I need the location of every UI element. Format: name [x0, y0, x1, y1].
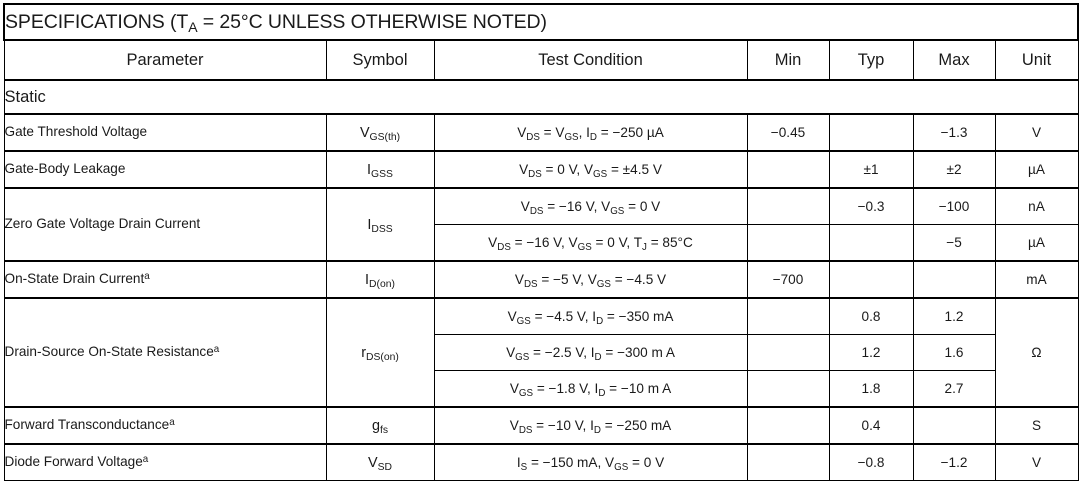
table-row: Forward Transconductancea gfs VDS = −10 V,…: [3, 406, 1079, 445]
test-condition: VGS = −1.8 V, ID = −10 m A: [433, 370, 748, 408]
title-subscript: A: [188, 18, 198, 35]
unit-value: nA: [994, 187, 1079, 225]
test-condition: VDS = −16 V, VGS = 0 V, TJ = 85°C: [433, 224, 748, 262]
footnote-marker: a: [144, 270, 150, 282]
typ-value: [828, 260, 914, 299]
parameter-name: On-State Drain Currenta: [3, 260, 327, 299]
parameter-name: Drain-Source On-State Resistancea: [3, 297, 327, 408]
test-condition: VDS = −10 V, ID = −250 mA: [433, 406, 748, 445]
column-header-test-condition: Test Condition: [433, 39, 748, 81]
min-value: [746, 334, 830, 371]
max-value: 1.6: [912, 334, 996, 371]
max-value: [912, 260, 996, 299]
test-condition: VDS = VGS, ID = −250 µA: [433, 113, 748, 152]
table-row: VGS = −2.5 V, ID = −300 m A 1.2 1.6: [4, 334, 1078, 371]
test-condition: VDS = −16 V, VGS = 0 V: [433, 187, 748, 225]
max-value: 2.7: [912, 370, 996, 408]
column-header-min: Min: [746, 39, 830, 81]
typ-value: −0.3: [828, 187, 914, 225]
min-value: −0.45: [746, 113, 830, 152]
typ-value: 0.4: [828, 406, 914, 445]
max-value: −5: [912, 224, 996, 262]
test-condition: VGS = −2.5 V, ID = −300 m A: [433, 334, 748, 371]
unit-value: µA: [994, 224, 1079, 262]
column-header-max: Max: [912, 39, 996, 81]
parameter-symbol: IGSS: [325, 150, 435, 189]
typ-value: 0.8: [828, 297, 914, 335]
specifications-table: SPECIFICATIONS (TA = 25°C UNLESS OTHERWI…: [3, 3, 1079, 481]
footnote-marker: a: [142, 453, 149, 465]
min-value: [746, 187, 830, 225]
table-row: Gate Threshold Voltage VGS(th) VDS = VGS, …: [3, 113, 1079, 152]
max-value: −1.3: [912, 113, 996, 152]
parameter-name: Zero Gate Voltage Drain Current: [3, 187, 327, 262]
max-value: −1.2: [912, 443, 996, 481]
footnote-marker: a: [213, 343, 220, 355]
unit-value: V: [994, 113, 1079, 152]
parameter-name: Gate-Body Leakage: [3, 150, 327, 189]
column-header-parameter: Parameter: [3, 39, 327, 81]
typ-value: 1.2: [828, 334, 914, 371]
parameter-symbol: VSD: [325, 443, 435, 481]
parameter-symbol: gfs: [325, 406, 435, 445]
min-value: [746, 297, 830, 335]
parameter-symbol: rDS(on): [325, 297, 435, 408]
specifications-table-container: SPECIFICATIONS (TA = 25°C UNLESS OTHERWI…: [3, 3, 1079, 481]
min-value: −700: [746, 260, 830, 299]
section-title: Static: [3, 79, 1079, 115]
title-row: SPECIFICATIONS (TA = 25°C UNLESS OTHERWI…: [3, 3, 1079, 41]
typ-value: [828, 113, 914, 152]
title-suffix: = 25°C UNLESS OTHERWISE NOTED): [197, 10, 547, 33]
min-value: [746, 443, 830, 481]
test-condition: IS = −150 mA, VGS = 0 V: [433, 443, 748, 481]
max-value: ±2: [912, 150, 996, 189]
unit-value: S: [994, 406, 1079, 445]
table-row: On-State Drain Currenta ID(on) VDS = −5 V,…: [3, 260, 1079, 299]
page-title: SPECIFICATIONS (TA = 25°C UNLESS OTHERWI…: [3, 3, 1079, 41]
parameter-symbol: IDSS: [325, 187, 435, 262]
column-header-symbol: Symbol: [325, 39, 435, 81]
table-row: Zero Gate Voltage Drain Current IDSS VDS =…: [3, 187, 1079, 262]
footnote-marker: a: [169, 416, 175, 428]
typ-value: [828, 224, 914, 262]
unit-value: mA: [994, 260, 1079, 299]
typ-value: 1.8: [828, 370, 914, 408]
test-condition: VGS = −4.5 V, ID = −350 mA: [433, 297, 748, 335]
typ-value: ±1: [828, 150, 914, 189]
max-value: −100: [912, 187, 996, 225]
table-row: VDS = −16 V, VGS = 0 V, TJ = 85°C −5 µA: [4, 224, 1079, 262]
column-header-unit: Unit: [994, 39, 1079, 81]
section-header-row: Static: [3, 79, 1079, 115]
unit-value: µA: [994, 150, 1079, 189]
table-row: Drain-Source On-State Resistancea rDS(on)…: [3, 297, 1079, 408]
typ-value: −0.8: [828, 443, 914, 481]
table-row: VGS = −1.8 V, ID = −10 m A 1.8 2.7: [4, 370, 1078, 408]
parameter-name: Gate Threshold Voltage: [3, 113, 327, 152]
column-header-typ: Typ: [828, 39, 914, 81]
test-condition: VDS = −5 V, VGS = −4.5 V: [433, 260, 748, 299]
min-value: [746, 150, 830, 189]
column-header-row: Parameter Symbol Test Condition Min Typ …: [3, 39, 1079, 81]
max-value: [912, 406, 996, 445]
title-prefix: SPECIFICATIONS (T: [5, 10, 189, 33]
parameter-name: Diode Forward Voltagea: [3, 443, 327, 481]
min-value: [746, 370, 830, 408]
unit-value: Ω: [994, 297, 1079, 408]
max-value: 1.2: [912, 297, 996, 335]
parameter-name: Forward Transconductancea: [3, 406, 327, 445]
parameter-symbol: VGS(th): [325, 113, 435, 152]
min-value: [746, 406, 830, 445]
unit-value: V: [994, 443, 1079, 481]
table-row: Diode Forward Voltagea VSD IS = −150 mA, V…: [3, 443, 1079, 481]
test-condition: VDS = 0 V, VGS = ±4.5 V: [433, 150, 748, 189]
min-value: [746, 224, 830, 262]
parameter-symbol: ID(on): [325, 260, 435, 299]
table-row: Gate-Body Leakage IGSS VDS = 0 V, VGS = ±4…: [3, 150, 1079, 189]
